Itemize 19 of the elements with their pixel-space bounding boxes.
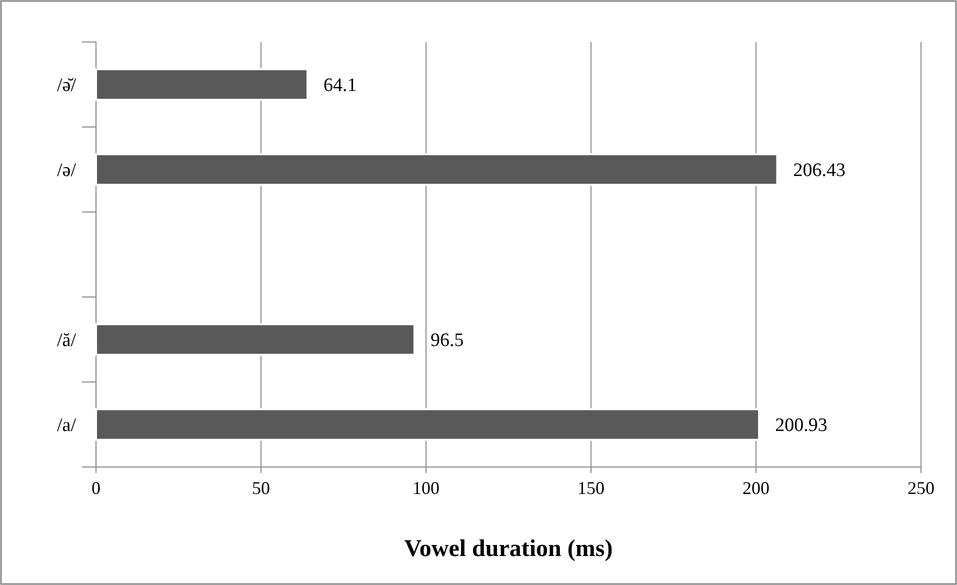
- data-label: 206.43: [793, 160, 846, 182]
- data-label: 64.1: [324, 75, 357, 96]
- bar: [95, 68, 309, 101]
- x-tick-label: 250: [908, 478, 934, 498]
- data-label: 200.93: [775, 415, 828, 436]
- y-tick-label: /a/: [57, 415, 77, 436]
- x-tick-label: 50: [252, 478, 270, 498]
- bar: [95, 323, 416, 356]
- x-tick-label: 150: [578, 478, 604, 498]
- bar: [95, 408, 760, 441]
- x-tick-label: 100: [412, 478, 440, 498]
- x-axis-title: Vowel duration (ms): [404, 536, 613, 562]
- y-tick-label: /ă/: [57, 330, 77, 352]
- x-tick-label: 200: [742, 478, 770, 498]
- data-label: 96.5: [430, 330, 464, 352]
- bar: [95, 153, 778, 186]
- y-tick-label: /ə̆/: [57, 75, 77, 96]
- x-tick-label: 0: [92, 478, 100, 498]
- y-tick-label: /ə/: [57, 160, 77, 182]
